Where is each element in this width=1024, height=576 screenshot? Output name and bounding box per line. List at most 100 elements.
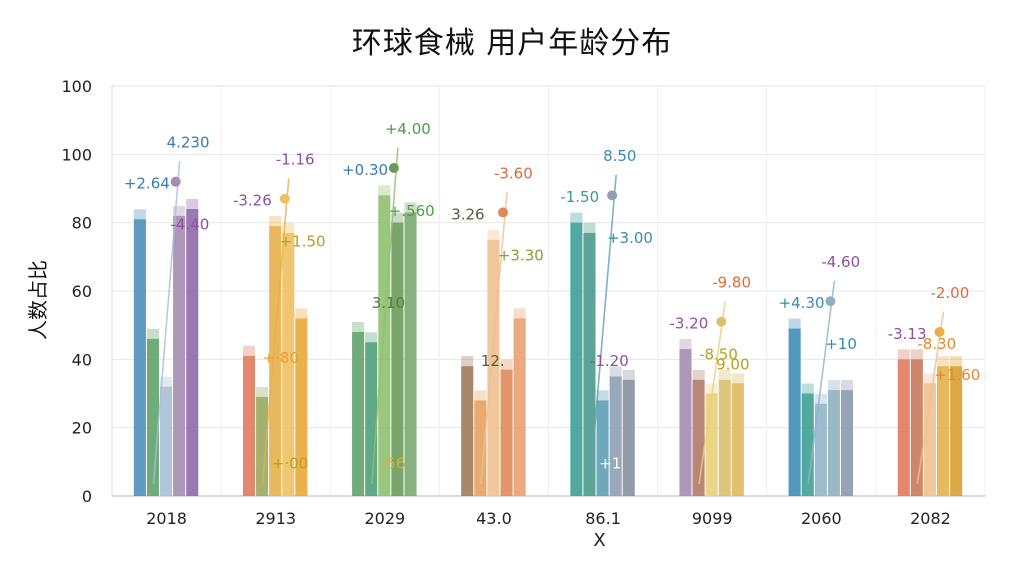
bar (173, 215, 186, 497)
bar (352, 332, 365, 496)
data-label: 4.230 (167, 134, 210, 152)
data-point (825, 296, 836, 307)
bar (788, 328, 801, 496)
x-tick-label: 86.1 (585, 509, 621, 528)
bar-cap (474, 390, 487, 401)
data-point (934, 327, 945, 337)
bar (692, 379, 705, 496)
bar-cap (146, 328, 160, 339)
data-label: +1.60 (934, 366, 980, 384)
data-point (170, 176, 181, 187)
data-label: +10 (825, 335, 857, 353)
bar (391, 222, 404, 496)
bar-cap (391, 212, 404, 223)
bar-cap (801, 383, 814, 394)
chart-title: 环球食械 用户年龄分布 (351, 26, 673, 61)
bar-cap (256, 386, 269, 397)
trend-line (152, 161, 181, 485)
x-axis-label: X (593, 530, 606, 551)
bar-cap (950, 356, 963, 367)
data-label: +0.30 (342, 161, 388, 179)
bar-cap (487, 229, 500, 240)
bar-cap (583, 222, 596, 233)
bar (936, 366, 950, 496)
data-point (498, 207, 509, 218)
data-label: -3.20 (669, 315, 708, 333)
data-label: -3.13 (888, 325, 927, 343)
data-label: -2.00 (930, 284, 969, 302)
bar-cap (365, 332, 378, 343)
y-tick-label: 60 (72, 282, 92, 301)
x-tick-label: 9099 (692, 509, 733, 528)
bar (910, 359, 923, 496)
data-label: -3.60 (494, 164, 533, 182)
bar-cap (160, 376, 173, 387)
bar (897, 359, 910, 496)
bar (242, 355, 256, 496)
bar-cap (352, 322, 365, 332)
bar-cap (840, 380, 854, 391)
data-label: 3.26 (451, 205, 484, 223)
bar-cap (923, 373, 936, 384)
bar (160, 386, 173, 496)
data-label: +3.00 (607, 229, 653, 247)
bar-cap (513, 308, 526, 319)
data-label: -1.20 (590, 352, 629, 370)
bar (186, 209, 199, 496)
bar-cap (910, 349, 923, 360)
bar-cap (679, 339, 692, 350)
data-label: +1.50 (280, 233, 326, 251)
x-tick-label: 43.0 (476, 509, 512, 528)
x-tick-label: 2018 (146, 509, 187, 528)
data-point (279, 193, 290, 204)
data-label: 8.50 (603, 147, 636, 165)
trend-line (698, 301, 727, 485)
data-point (607, 190, 618, 201)
bar (622, 379, 635, 496)
bar-cap (242, 345, 256, 356)
data-label: 3.10 (372, 294, 405, 312)
bar-cap (814, 393, 827, 404)
y-tick-label: 80 (72, 214, 92, 233)
bar-cap (133, 209, 146, 220)
data-label: -1.50 (560, 188, 599, 206)
bar-cap (404, 202, 417, 213)
bar (609, 376, 622, 496)
bar-cap (173, 205, 186, 216)
bar (596, 400, 609, 496)
data-label: -8.30 (917, 335, 956, 353)
bar (827, 390, 840, 496)
trend-line (480, 191, 508, 485)
data-label: +3.30 (498, 246, 544, 264)
data-label: +4.30 (779, 294, 825, 312)
y-tick-label: 0 (82, 487, 92, 506)
bar-cap (936, 356, 950, 367)
trend-line (370, 147, 399, 485)
bar (679, 349, 692, 496)
data-label: -1.16 (276, 151, 315, 169)
bar-cap (282, 222, 295, 233)
bar (365, 342, 378, 496)
bar (801, 393, 814, 496)
bar (404, 212, 417, 496)
bar (583, 232, 596, 496)
bar (718, 379, 731, 496)
bar-cap (897, 349, 910, 360)
y-tick-label: 40 (72, 350, 92, 369)
data-label: +.560 (389, 202, 435, 220)
x-tick-label: 2913 (255, 509, 296, 528)
bar-cap (692, 369, 705, 380)
bar (500, 369, 513, 496)
bar-cap (827, 380, 840, 391)
bar-cap (731, 373, 744, 384)
y-tick-label: 100 (61, 145, 92, 164)
bar (705, 393, 718, 496)
bar (570, 222, 583, 496)
bar (461, 366, 474, 496)
bar-cap (788, 318, 801, 329)
data-label: -8.50 (699, 345, 738, 363)
data-label: +2.64 (124, 175, 170, 193)
data-label: 9.00 (716, 356, 749, 374)
